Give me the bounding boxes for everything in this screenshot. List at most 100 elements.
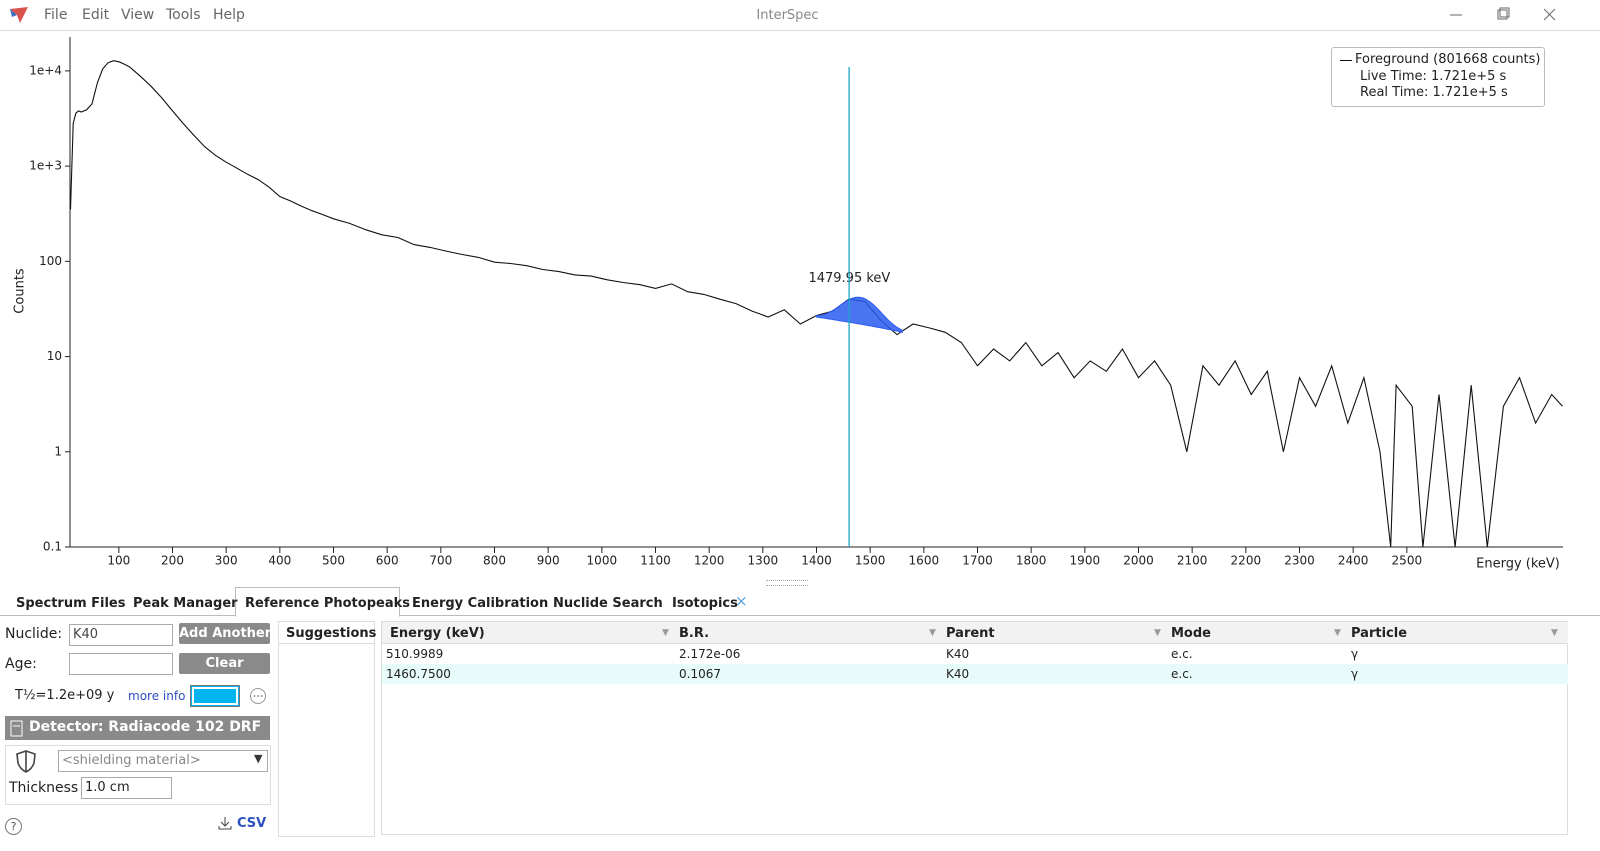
sort-icon[interactable]: ▼ — [662, 628, 669, 638]
photopeak-table — [381, 621, 1568, 835]
x-tick-label: 1800 — [1016, 554, 1047, 568]
x-tick-label: 300 — [215, 554, 238, 568]
detector-label[interactable]: Detector: Radiacode 102 DRF — [29, 719, 262, 735]
x-tick-label: 2000 — [1123, 554, 1154, 568]
column-header[interactable]: Particle — [1351, 626, 1408, 641]
x-tick-label: 2400 — [1338, 554, 1369, 568]
spectrum-chart: 1e+4 1e+3 100 10 1 0.1 100 200 300 400 500 600 700 80… — [13, 37, 1563, 572]
sort-icon[interactable]: ▼ — [1334, 628, 1341, 638]
legend: Foreground (801668 counts) Live Time: 1.… — [1331, 47, 1545, 107]
select-arrow[interactable]: ▼ — [254, 752, 263, 765]
clear-button[interactable]: Clear — [179, 653, 270, 674]
table-cell: 0.1067 — [679, 667, 721, 681]
x-tick-label: 1000 — [587, 554, 618, 568]
table-cell: e.c. — [1171, 667, 1193, 681]
thickness-label: Thickness — [9, 780, 79, 796]
detector-icon — [10, 720, 23, 737]
column-header[interactable]: Parent — [946, 626, 995, 641]
suggestions-box — [278, 621, 375, 837]
spectrum-line — [69, 60, 1563, 548]
x-tick-label: 600 — [376, 554, 399, 568]
shielding-box — [5, 745, 271, 805]
options-icon[interactable] — [249, 687, 267, 705]
y-tick-label: 100 — [39, 254, 62, 268]
legend-swatch — [1340, 60, 1352, 61]
table-row-highlight[interactable] — [382, 664, 1568, 684]
color-swatch[interactable] — [190, 685, 240, 707]
x-tick-label: 2200 — [1231, 554, 1262, 568]
half-life: T½=1.2e+09 y — [15, 688, 115, 703]
x-tick-label: 900 — [537, 554, 560, 568]
nuclide-input[interactable]: K40 — [69, 624, 173, 646]
table-cell: 1460.7500 — [386, 667, 451, 681]
tab[interactable]: Isotopics — [672, 596, 738, 611]
legend-detail: Live Time: 1.721e+5 s — [1360, 69, 1507, 84]
shielding-select[interactable]: <shielding material> — [58, 750, 268, 772]
download-icon[interactable] — [217, 815, 233, 831]
menu-item[interactable]: Tools — [166, 7, 201, 23]
x-tick-label: 1100 — [640, 554, 671, 568]
suggestions-line — [278, 643, 374, 644]
x-tick-label: 1300 — [748, 554, 779, 568]
window-title: InterSpec — [756, 8, 819, 23]
csv-link[interactable]: CSV — [237, 816, 267, 831]
table-cell: γ — [1351, 667, 1359, 681]
peak-fit — [816, 296, 903, 333]
y-axis-label: Counts — [13, 268, 28, 314]
x-axis-label: Energy (keV) — [1476, 557, 1560, 572]
x-tick-label: 800 — [483, 554, 506, 568]
x-tick-label: 700 — [429, 554, 452, 568]
tab-close[interactable]: × — [735, 592, 748, 610]
menu-item[interactable]: Help — [213, 7, 245, 23]
nuclide-label: Nuclide: — [5, 626, 63, 642]
x-tick-label: 1600 — [909, 554, 940, 568]
x-tick-label: 1200 — [694, 554, 725, 568]
x-tick-label: 500 — [322, 554, 345, 568]
help-button[interactable]: ? — [5, 818, 22, 835]
y-tick-label: 1e+3 — [29, 159, 62, 173]
column-header[interactable]: B.R. — [679, 626, 710, 641]
column-header[interactable]: Mode — [1171, 626, 1211, 641]
tab[interactable]: Energy Calibration — [412, 596, 549, 611]
menu-item[interactable]: File — [44, 7, 68, 23]
x-tick-label: 2100 — [1177, 554, 1208, 568]
legend-entry: Foreground (801668 counts) — [1355, 52, 1541, 67]
x-tick-label: 1400 — [801, 554, 832, 568]
shield-icon — [16, 750, 36, 773]
splitter[interactable] — [766, 580, 808, 586]
title-bar — [0, 0, 1600, 31]
menu-item[interactable]: View — [121, 7, 155, 23]
tab[interactable]: Reference Photopeaks — [245, 596, 410, 611]
tab[interactable]: Spectrum Files — [16, 596, 126, 611]
tab-line — [0, 615, 1600, 616]
y-tick-label: 1 — [54, 444, 62, 458]
table-header — [382, 622, 1568, 644]
add-button[interactable]: Add Another — [179, 623, 271, 644]
x-tick-label: 1700 — [962, 554, 993, 568]
y-tick-label: 0.1 — [43, 540, 62, 554]
table-cell: K40 — [946, 667, 970, 681]
menu-item[interactable]: Edit — [82, 7, 110, 23]
x-tick-label: 100 — [107, 554, 130, 568]
table-cell: K40 — [946, 647, 970, 661]
sort-icon[interactable]: ▼ — [929, 628, 936, 638]
active-tab[interactable] — [235, 587, 400, 617]
tab[interactable]: Nuclide Search — [553, 596, 663, 611]
y-tick-label: 10 — [47, 349, 62, 363]
column-header[interactable]: Energy (keV) — [390, 626, 485, 641]
thickness-input[interactable]: 1.0 cm — [81, 777, 172, 799]
tab[interactable]: Peak Manager — [133, 596, 238, 611]
x-tick-label: 200 — [161, 554, 184, 568]
sort-icon[interactable]: ▼ — [1551, 628, 1558, 638]
x-tick-label: 2300 — [1284, 554, 1315, 568]
window-controls[interactable] — [1440, 5, 1565, 25]
y-tick-label: 1e+4 — [29, 63, 62, 77]
sort-icon[interactable]: ▼ — [1154, 628, 1161, 638]
age-input[interactable] — [69, 653, 173, 675]
more-info-link[interactable]: more info — [128, 689, 186, 703]
x-tick-label: 2500 — [1392, 554, 1423, 568]
detector-header[interactable] — [5, 716, 270, 740]
x-tick-label: 1500 — [855, 554, 886, 568]
